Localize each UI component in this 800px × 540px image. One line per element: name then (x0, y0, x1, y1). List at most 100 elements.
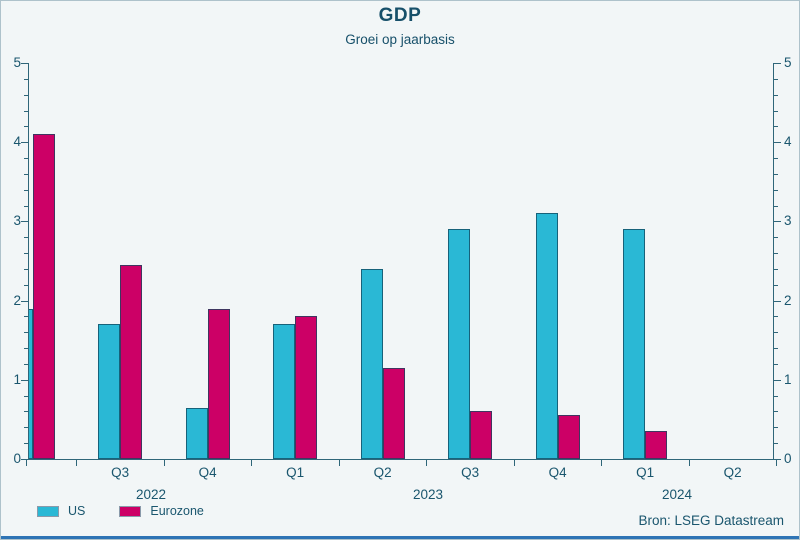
right-y-tick-label: 0 (784, 451, 792, 466)
left-y-tick (24, 126, 28, 128)
left-y-axis (28, 63, 29, 460)
x-boundary-tick (163, 460, 165, 466)
left-y-tick (21, 379, 28, 381)
right-y-tick (774, 173, 778, 175)
left-y-tick (24, 427, 28, 429)
x-boundary-tick (601, 460, 603, 466)
x-axis-end-tick (26, 460, 27, 466)
x-axis (25, 459, 778, 460)
right-y-tick (774, 142, 781, 144)
right-y-tick (774, 63, 781, 64)
right-y-tick (774, 126, 778, 128)
year-label-2024: 2024 (661, 487, 693, 502)
right-y-tick (774, 78, 778, 80)
right-y-tick (774, 221, 781, 223)
left-y-tick (24, 253, 28, 255)
right-y-tick (774, 205, 778, 207)
x-boundary-tick (251, 460, 253, 466)
bar-eurozone-3 (207, 308, 230, 459)
left-y-tick (21, 221, 28, 223)
right-y-tick (774, 395, 778, 397)
left-y-tick (24, 205, 28, 207)
bar-us-8 (623, 229, 646, 459)
right-y-tick (774, 253, 778, 255)
x-tick-label-q2-3: Q2 (373, 465, 392, 480)
right-y-tick (774, 158, 778, 160)
right-y-tick-label: 5 (784, 55, 792, 70)
left-y-tick (24, 348, 28, 350)
x-tick-label-q4-5: Q4 (548, 465, 567, 480)
left-y-tick (24, 189, 28, 191)
right-y-tick (774, 94, 778, 96)
legend-label-eurozone: Eurozone (150, 504, 204, 518)
source-credit: Bron: LSEG Datastream (638, 513, 784, 528)
legend-swatch-us (37, 505, 59, 517)
right-y-tick (774, 237, 778, 239)
chart-subtitle: Groei op jaarbasis (345, 32, 455, 47)
bar-us-2 (98, 324, 121, 459)
legend-swatch-eurozone (119, 505, 142, 517)
left-y-tick-label: 4 (13, 134, 21, 150)
x-boundary-tick (513, 460, 515, 466)
right-y-tick (774, 268, 778, 270)
legend: US Eurozone (37, 504, 204, 518)
left-y-tick-label: 5 (13, 55, 21, 70)
left-y-tick (21, 63, 28, 64)
left-y-tick (24, 158, 28, 160)
right-y-axis (773, 63, 774, 460)
right-y-tick-label: 4 (784, 134, 792, 150)
left-y-tick (24, 110, 28, 112)
right-y-tick (774, 427, 778, 429)
x-boundary-tick (426, 460, 428, 466)
left-y-tick (21, 459, 28, 460)
chart-title: GDP (378, 5, 422, 26)
left-y-tick (24, 284, 28, 286)
bar-us-1 (28, 308, 33, 459)
legend-label-us: US (68, 504, 86, 518)
left-y-tick (24, 173, 28, 175)
left-y-tick (24, 268, 28, 270)
x-boundary-tick (338, 460, 340, 466)
x-boundary-tick (76, 460, 78, 466)
right-y-tick (774, 348, 778, 350)
right-y-tick (774, 110, 778, 112)
right-y-tick (774, 316, 778, 318)
right-y-tick (774, 284, 778, 286)
bar-us-6 (448, 229, 471, 459)
year-label-2022: 2022 (135, 487, 167, 502)
left-y-tick (21, 300, 28, 302)
left-y-tick (24, 332, 28, 334)
x-tick-label-q1-2: Q1 (286, 465, 305, 480)
bar-us-7 (535, 213, 558, 459)
x-tick-label-q1-6: Q1 (636, 465, 655, 480)
bar-eurozone-7 (557, 415, 580, 459)
bar-eurozone-5 (382, 367, 405, 459)
x-boundary-tick (776, 460, 778, 466)
left-y-tick (24, 363, 28, 365)
bar-us-5 (360, 268, 383, 459)
right-y-tick-label: 3 (784, 213, 792, 229)
bar-us-3 (185, 407, 208, 459)
right-y-tick (774, 443, 778, 445)
bar-us-4 (273, 324, 296, 459)
bar-eurozone-4 (295, 316, 318, 459)
bar-eurozone-6 (470, 411, 493, 459)
legend-item-us: US (37, 504, 85, 518)
right-y-tick (774, 363, 778, 365)
left-y-tick-label: 0 (13, 451, 21, 466)
left-y-tick (24, 237, 28, 239)
bottom-accent-bar (1, 536, 799, 539)
right-y-tick (774, 189, 778, 191)
right-y-tick-label: 2 (784, 292, 792, 308)
left-y-tick (24, 411, 28, 413)
x-tick-label-q3-4: Q3 (461, 465, 480, 480)
right-y-tick (774, 332, 778, 334)
right-y-tick (774, 300, 781, 302)
left-y-tick (24, 94, 28, 96)
plot-area (28, 63, 773, 459)
left-y-tick-label: 1 (13, 371, 21, 387)
left-y-tick-label: 3 (13, 213, 21, 229)
right-y-tick (774, 411, 778, 413)
bar-eurozone-8 (645, 431, 668, 459)
